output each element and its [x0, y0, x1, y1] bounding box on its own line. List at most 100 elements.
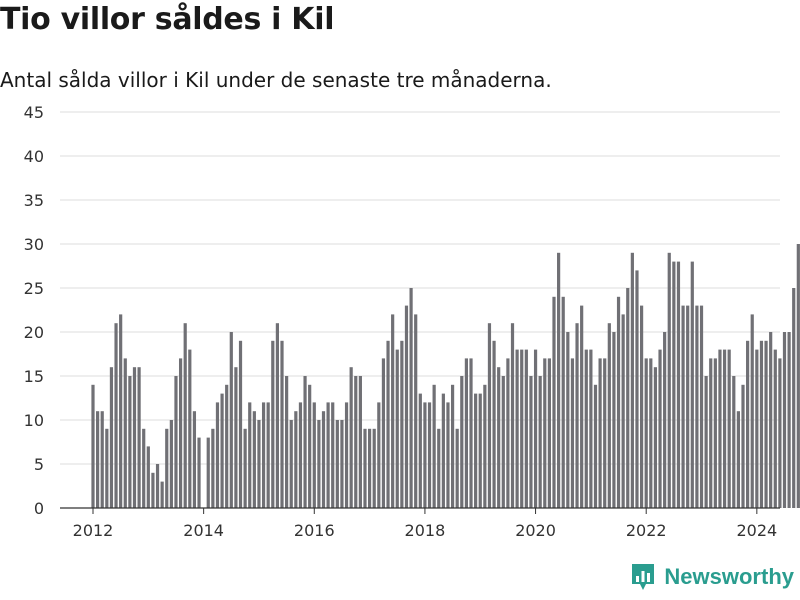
bar — [437, 428, 441, 508]
bar — [280, 340, 284, 508]
bar — [261, 402, 266, 508]
bar — [257, 420, 261, 508]
bar — [510, 323, 515, 508]
y-tick-label: 35 — [24, 191, 44, 210]
bar — [455, 428, 459, 508]
bar — [303, 376, 307, 508]
bar — [464, 358, 469, 508]
bar — [557, 252, 561, 508]
bar — [414, 314, 418, 508]
bar — [603, 358, 607, 508]
bar — [349, 367, 353, 508]
bar — [773, 349, 777, 508]
bar — [497, 367, 501, 508]
bar — [709, 358, 713, 508]
bar — [450, 384, 455, 508]
bar — [593, 384, 598, 508]
bar — [197, 437, 201, 508]
bar — [192, 411, 197, 508]
bar — [626, 288, 630, 508]
bar — [690, 261, 694, 508]
bar — [575, 323, 579, 508]
bar — [515, 349, 519, 508]
bar — [653, 367, 658, 508]
y-tick-label: 10 — [24, 411, 44, 430]
chart-title: Tio villor såldes i Kil — [0, 2, 335, 37]
bar — [298, 402, 303, 508]
bar — [229, 332, 233, 508]
bar — [363, 428, 367, 508]
bar — [469, 358, 473, 508]
bar — [331, 402, 335, 508]
bar — [681, 305, 685, 508]
bar — [372, 428, 376, 508]
bar — [340, 420, 344, 508]
bar — [317, 420, 321, 508]
bar — [676, 261, 681, 508]
x-tick-label: 2018 — [405, 521, 446, 540]
bar — [667, 252, 671, 508]
bar — [335, 420, 339, 508]
bar — [386, 340, 390, 508]
bar — [96, 411, 100, 508]
y-tick-label: 20 — [24, 323, 44, 342]
bar — [612, 332, 616, 508]
chart-subtitle: Antal sålda villor i Kil under de senast… — [0, 68, 552, 92]
bar — [354, 376, 358, 508]
bar — [621, 314, 625, 508]
bar — [639, 305, 644, 508]
bar — [289, 420, 293, 508]
bar — [524, 349, 528, 508]
bar — [704, 376, 708, 508]
y-tick-label: 15 — [24, 367, 44, 386]
bar — [492, 340, 496, 508]
bar — [584, 349, 588, 508]
bar — [312, 402, 316, 508]
bar — [183, 323, 187, 508]
bar — [796, 244, 800, 508]
bar — [427, 402, 432, 508]
bar — [441, 393, 445, 508]
x-tick-label: 2024 — [736, 521, 777, 540]
bar — [787, 332, 791, 508]
bar — [423, 402, 427, 508]
bar — [769, 332, 773, 508]
bar — [570, 358, 575, 508]
bar — [368, 428, 372, 508]
bar — [252, 411, 256, 508]
bar — [483, 384, 487, 508]
bar — [487, 323, 492, 508]
bar — [137, 367, 141, 508]
bar — [248, 402, 252, 508]
bar — [543, 358, 547, 508]
bar — [188, 349, 192, 508]
bar — [128, 376, 132, 508]
bar — [529, 376, 533, 508]
bar — [271, 340, 275, 508]
x-tick-label: 2016 — [294, 521, 335, 540]
bar — [395, 349, 399, 508]
bar — [755, 349, 759, 508]
bar — [321, 411, 326, 508]
x-tick-label: 2020 — [515, 521, 556, 540]
bar-chart-logo-icon — [632, 564, 655, 590]
bar — [663, 332, 667, 508]
bar — [699, 305, 704, 508]
bar-series — [91, 244, 800, 508]
bar — [418, 393, 422, 508]
bar — [446, 402, 450, 508]
bar — [391, 314, 395, 508]
bar — [736, 411, 740, 508]
bar — [220, 393, 224, 508]
y-tick-label: 30 — [24, 235, 44, 254]
bar — [750, 314, 754, 508]
bar — [160, 481, 164, 508]
y-tick-label: 25 — [24, 279, 44, 298]
bar — [713, 358, 717, 508]
bar — [686, 305, 690, 508]
bar — [746, 340, 750, 508]
bar — [308, 384, 312, 508]
bar — [792, 288, 796, 508]
bar — [178, 358, 183, 508]
brand-logo: Newsworthy — [630, 562, 794, 592]
